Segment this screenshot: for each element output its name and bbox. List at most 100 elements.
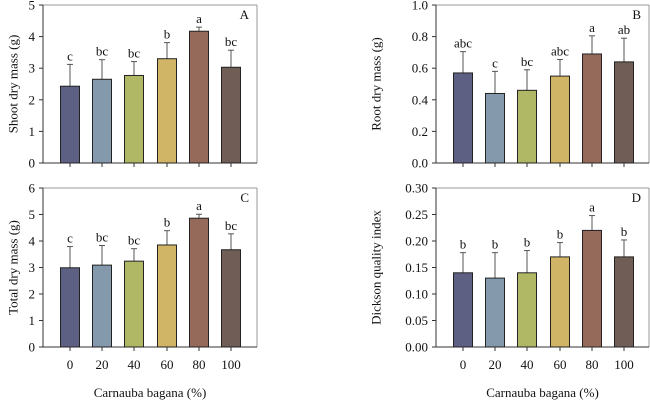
significance-letter: bc [521,54,534,69]
x-tick-label: 80 [586,357,599,372]
significance-letter: bc [96,44,109,59]
bar-80 [189,217,209,348]
x-axis-title: Carnauba bagana (%) [94,385,207,400]
y-tick-label: 0.10 [405,287,428,302]
y-tick-label: 0 [29,340,36,355]
bar-0 [60,267,80,348]
bar-40 [517,89,537,164]
y-tick-label: 0 [29,156,36,171]
y-tick-label: 0.20 [405,234,428,249]
bar-20 [92,78,112,164]
significance-letter: abc [454,36,472,51]
bar-100 [221,249,241,348]
bar-20 [485,277,505,348]
bar-40 [124,260,144,348]
panel-d: 0.00 0.05 0.10 0.15 0.20 0.25 0.30 Dickson qual… [369,181,650,400]
x-tick-label: 60 [161,357,174,372]
y-tick-label: 1 [29,124,36,139]
y-tick-label: 3 [29,260,36,275]
y-tick-label: 0.2 [412,124,428,139]
y-tick-label: 0.6 [412,61,429,76]
bar-100 [614,61,634,164]
significance-letter: c [67,231,73,246]
significance-letter: b [524,235,531,250]
x-tick-label: 100 [614,357,634,372]
significance-letter: b [460,237,467,252]
x-tick-label: 20 [489,357,502,372]
bar-0 [453,272,473,348]
panel-label: A [240,7,250,22]
bar-80 [189,30,209,164]
y-tick-label: 0.15 [405,260,428,275]
y-tick-label: 0.05 [405,313,428,328]
significance-letter: c [67,48,73,63]
significance-letter: b [164,27,171,42]
x-tick-label: 60 [554,357,567,372]
x-tick-label: 100 [221,357,241,372]
significance-letter: a [589,20,595,35]
x-tick-label: 0 [67,357,74,372]
panel-label: D [632,190,641,205]
bar-60 [550,256,570,348]
panel-label: B [632,7,641,22]
y-axis-title: Total dry mass (g) [6,220,21,315]
y-tick-label: 0.4 [412,92,429,107]
y-tick-label: 1 [29,313,36,328]
significance-letter: c [492,55,498,70]
significance-letter: bc [225,218,238,233]
x-tick-label: 0 [460,357,467,372]
significance-letter: b [164,215,171,230]
y-tick-label: 5 [29,0,36,13]
bar-60 [157,58,177,164]
y-tick-label: 4 [29,234,36,249]
x-axis-title: Carnauba bagana (%) [486,385,599,400]
significance-letter: abc [551,44,569,59]
significance-letter: bc [128,233,141,248]
panel-a: 0 1 2 3 4 5 Shoot dry mass (g) Ac bc bc b a bc [6,0,258,171]
bar-40 [124,74,144,164]
significance-letter: a [196,198,202,213]
panel-c: 0 1 2 3 4 5 6 Total dry mass (g) Cc 0 bc 20 bc 40 b 60 a… [6,181,258,400]
significance-letter: ab [618,22,630,37]
y-axis-title: Root dry mass (g) [369,37,384,131]
y-tick-label: 0.25 [405,207,428,222]
x-tick-label: 20 [96,357,109,372]
significance-letter: bc [96,230,109,245]
bar-60 [550,75,570,164]
y-tick-label: 0.8 [412,29,428,44]
y-tick-label: 3 [29,61,36,76]
significance-letter: bc [225,34,238,49]
bar-80 [582,53,602,164]
y-tick-label: 1.0 [412,0,428,13]
bar-100 [614,256,634,348]
bar-60 [157,244,177,348]
y-tick-label: 4 [29,29,36,44]
bar-20 [485,92,505,164]
significance-letter: b [492,237,499,252]
bar-20 [92,264,112,348]
bar-0 [453,72,473,164]
significance-letter: a [196,11,202,26]
y-tick-label: 6 [29,181,36,196]
significance-letter: a [589,200,595,215]
bar-40 [517,272,537,348]
y-tick-label: 5 [29,207,36,222]
bar-80 [582,229,602,348]
significance-letter: bc [128,46,141,61]
x-tick-label: 80 [193,357,206,372]
y-axis-title: Shoot dry mass (g) [6,35,21,134]
x-tick-label: 40 [521,357,534,372]
y-axis-title: Dickson quality index [369,210,384,325]
y-tick-label: 2 [29,92,36,107]
y-tick-label: 2 [29,287,36,302]
y-tick-label: 0.30 [405,181,428,196]
panel-label: C [240,190,249,205]
y-tick-label: 0.00 [405,340,428,355]
bar-0 [60,85,80,164]
significance-letter: b [621,224,628,239]
bar-100 [221,66,241,164]
x-tick-label: 40 [128,357,141,372]
y-tick-label: 0.0 [412,156,428,171]
